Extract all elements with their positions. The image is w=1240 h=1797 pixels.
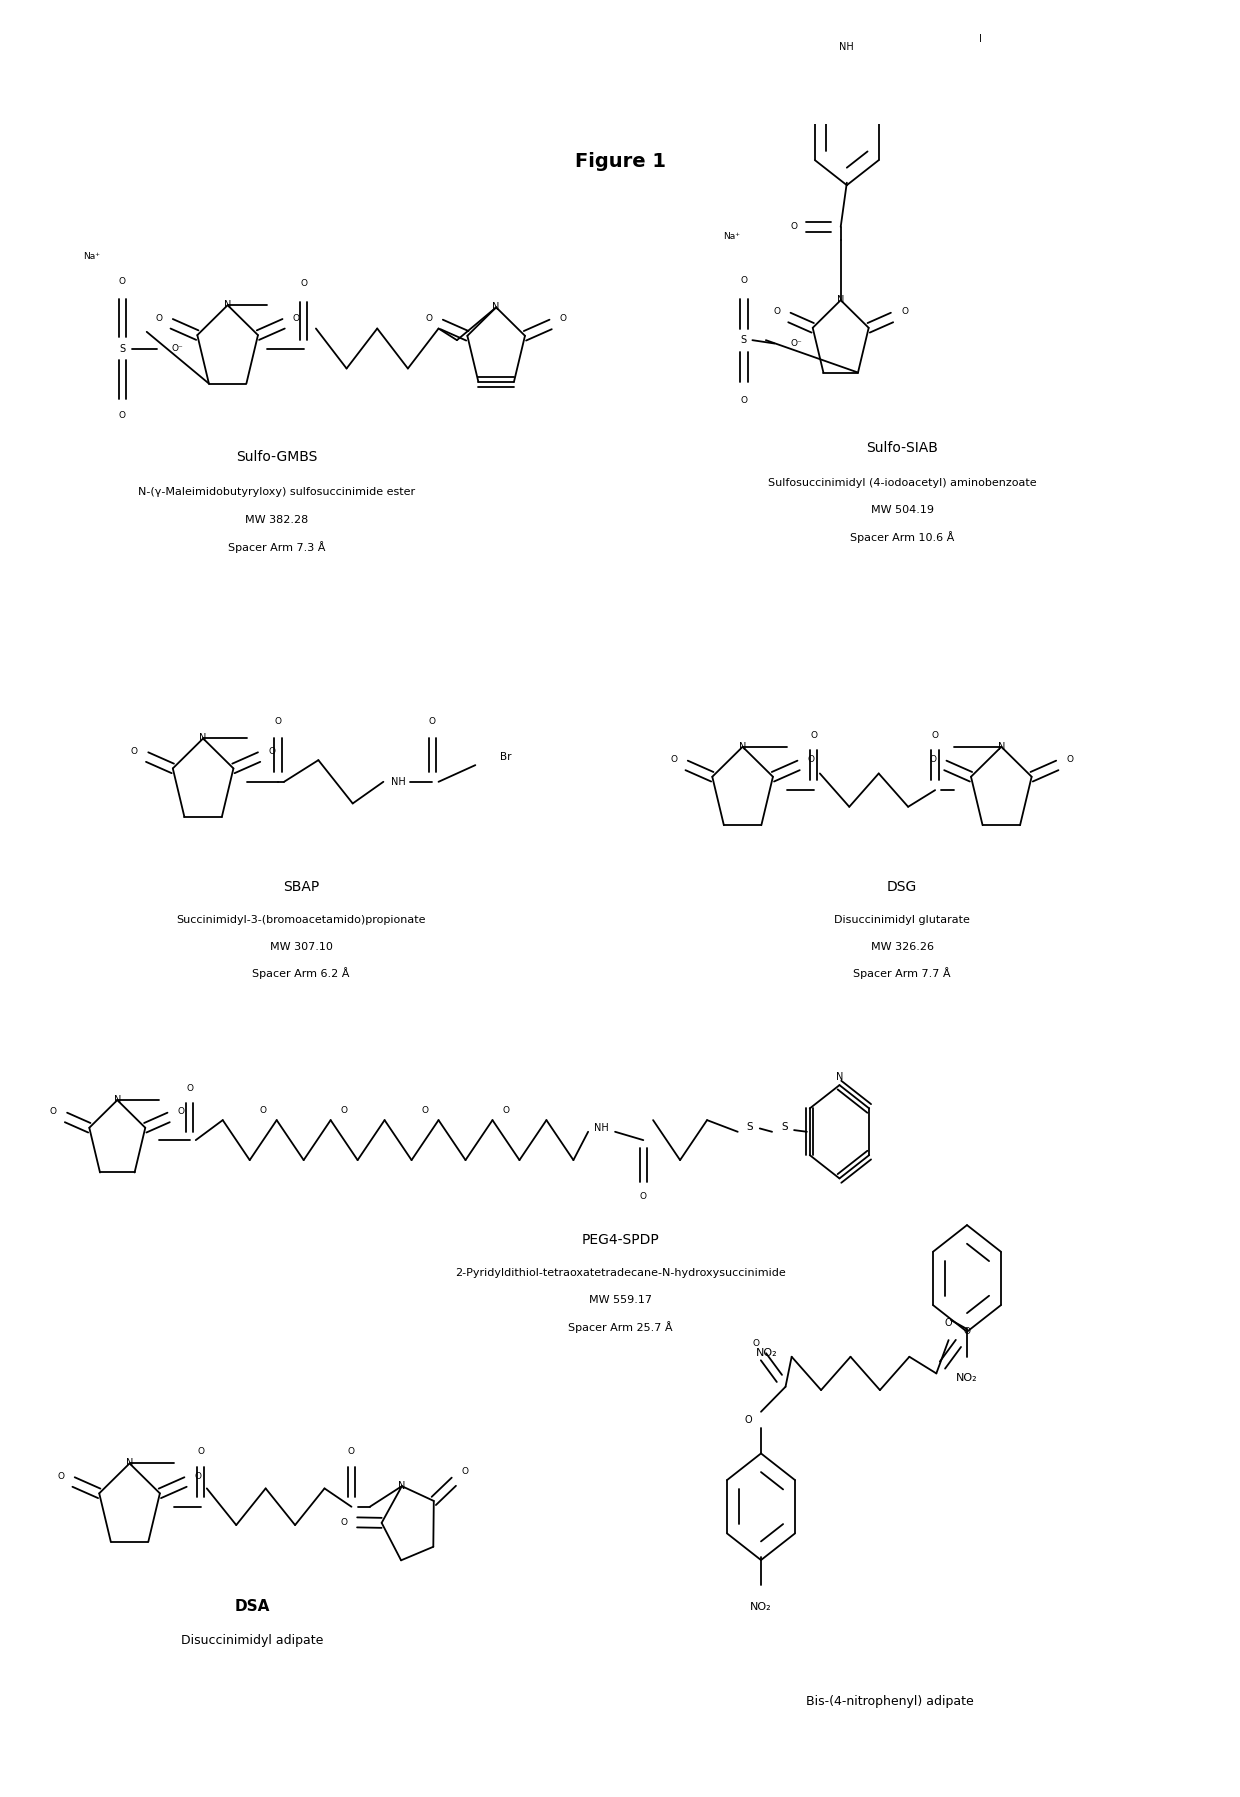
- Text: O: O: [773, 307, 780, 316]
- Text: O: O: [931, 731, 939, 740]
- Text: O: O: [502, 1105, 510, 1114]
- Text: O: O: [259, 1105, 267, 1114]
- Text: O: O: [945, 1319, 952, 1328]
- Text: O: O: [929, 755, 936, 764]
- Text: N-(γ-Maleimidobutyryloxy) sulfosuccinimide ester: N-(γ-Maleimidobutyryloxy) sulfosuccinimi…: [138, 487, 415, 496]
- Text: Spacer Arm 7.3 Å: Spacer Arm 7.3 Å: [228, 541, 325, 553]
- Text: Spacer Arm 25.7 Å: Spacer Arm 25.7 Å: [568, 1321, 672, 1333]
- Text: O: O: [119, 277, 125, 286]
- Text: DSA: DSA: [234, 1599, 270, 1614]
- Text: Na⁺: Na⁺: [83, 252, 100, 261]
- Text: Spacer Arm 10.6 Å: Spacer Arm 10.6 Å: [849, 530, 955, 543]
- Text: NO₂: NO₂: [750, 1601, 771, 1612]
- Text: O: O: [810, 731, 817, 740]
- Text: O: O: [671, 755, 677, 764]
- Text: O⁻: O⁻: [790, 340, 802, 349]
- Text: S: S: [781, 1121, 787, 1132]
- Text: DSG: DSG: [887, 881, 918, 893]
- Text: O: O: [348, 1447, 355, 1456]
- Text: O: O: [195, 1472, 202, 1481]
- Text: O: O: [57, 1472, 64, 1481]
- Text: N: N: [398, 1481, 405, 1492]
- Text: NH: NH: [839, 41, 854, 52]
- Text: Sulfosuccinimidyl (4-iodoacetyl) aminobenzoate: Sulfosuccinimidyl (4-iodoacetyl) aminobe…: [768, 478, 1037, 489]
- Text: S: S: [119, 343, 125, 354]
- Text: N: N: [200, 733, 207, 744]
- Text: PEG4-SPDP: PEG4-SPDP: [582, 1233, 658, 1247]
- Text: MW 307.10: MW 307.10: [270, 942, 332, 952]
- Text: O⁻: O⁻: [171, 343, 184, 352]
- Text: MW 504.19: MW 504.19: [870, 505, 934, 516]
- Text: O: O: [274, 717, 281, 726]
- Text: N: N: [224, 300, 232, 311]
- Text: O: O: [740, 395, 748, 404]
- Text: O: O: [293, 314, 300, 323]
- Text: O: O: [155, 314, 162, 323]
- Text: O: O: [425, 314, 433, 323]
- Text: S: S: [740, 336, 746, 345]
- Text: Na⁺: Na⁺: [723, 232, 740, 241]
- Text: MW 382.28: MW 382.28: [246, 516, 309, 525]
- Text: MW 326.26: MW 326.26: [870, 942, 934, 952]
- Text: O: O: [186, 1084, 193, 1093]
- Text: N: N: [739, 742, 746, 751]
- Text: Bis-(4-nitrophenyl) adipate: Bis-(4-nitrophenyl) adipate: [806, 1695, 973, 1709]
- Text: Spacer Arm 6.2 Å: Spacer Arm 6.2 Å: [253, 967, 350, 979]
- Text: O: O: [197, 1447, 205, 1456]
- Text: O: O: [1066, 755, 1074, 764]
- Text: 2-Pyridyldithiol-tetraoxatetradecane-N-hydroxysuccinimide: 2-Pyridyldithiol-tetraoxatetradecane-N-h…: [455, 1269, 785, 1278]
- Text: NH: NH: [594, 1123, 609, 1134]
- Text: O: O: [422, 1105, 429, 1114]
- Text: Succinimidyl-3-(bromoacetamido)propionate: Succinimidyl-3-(bromoacetamido)propionat…: [176, 915, 427, 925]
- Text: Sulfo-SIAB: Sulfo-SIAB: [866, 442, 937, 455]
- Text: O: O: [177, 1107, 185, 1116]
- Text: O: O: [560, 314, 567, 323]
- Text: O: O: [119, 412, 125, 420]
- Text: O: O: [808, 755, 815, 764]
- Text: O: O: [745, 1414, 753, 1425]
- Text: O: O: [268, 748, 275, 757]
- Text: MW 559.17: MW 559.17: [589, 1296, 651, 1305]
- Text: O: O: [50, 1107, 57, 1116]
- Text: O: O: [753, 1339, 760, 1348]
- Text: Disuccinimidyl glutarate: Disuccinimidyl glutarate: [835, 915, 970, 925]
- Text: Disuccinimidyl adipate: Disuccinimidyl adipate: [181, 1633, 324, 1646]
- Text: N: N: [114, 1094, 122, 1105]
- Text: Sulfo-GMBS: Sulfo-GMBS: [236, 449, 317, 464]
- Text: O: O: [901, 307, 909, 316]
- Text: O: O: [791, 223, 797, 232]
- Text: N: N: [492, 302, 500, 313]
- Text: Figure 1: Figure 1: [574, 153, 666, 171]
- Text: O: O: [640, 1191, 647, 1200]
- Text: O: O: [131, 748, 138, 757]
- Text: Br: Br: [500, 751, 511, 762]
- Text: I: I: [980, 34, 982, 43]
- Text: O: O: [340, 1518, 347, 1527]
- Text: O: O: [461, 1466, 469, 1475]
- Text: NH: NH: [391, 776, 405, 787]
- Text: O: O: [429, 717, 436, 726]
- Text: O: O: [300, 279, 308, 288]
- Text: N: N: [126, 1459, 133, 1468]
- Text: O: O: [963, 1328, 971, 1337]
- Text: N: N: [998, 742, 1004, 751]
- Text: Spacer Arm 7.7 Å: Spacer Arm 7.7 Å: [853, 967, 951, 979]
- Text: SBAP: SBAP: [283, 881, 320, 893]
- Text: O: O: [740, 275, 748, 284]
- Text: NO₂: NO₂: [756, 1348, 777, 1359]
- Text: S: S: [746, 1121, 753, 1132]
- Text: N: N: [837, 295, 844, 305]
- Text: O: O: [341, 1105, 347, 1114]
- Text: NO₂: NO₂: [956, 1373, 978, 1384]
- Text: N: N: [836, 1071, 843, 1082]
